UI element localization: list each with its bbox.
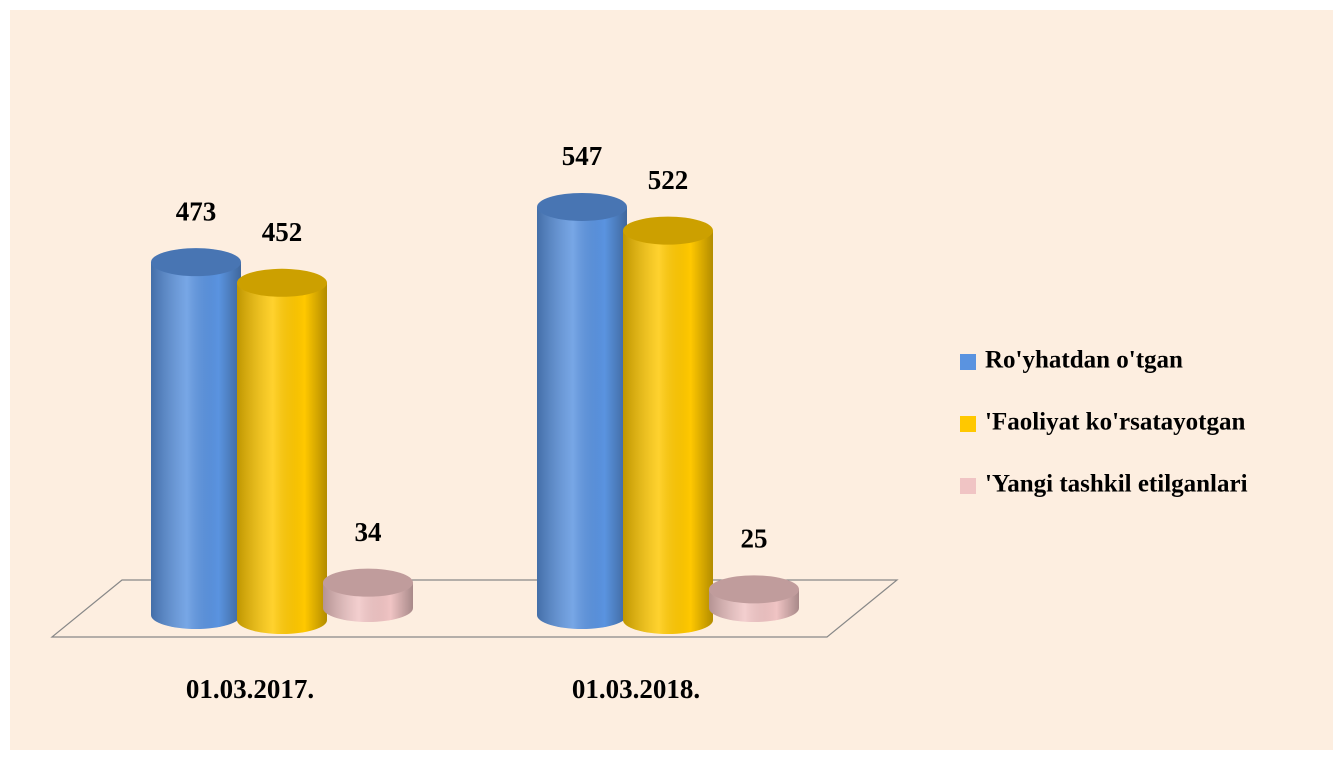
data-label: 34 (355, 517, 382, 547)
cylinder-shade (151, 262, 241, 629)
legend-label: 'Yangi tashkil etilganlari (985, 471, 1248, 498)
cylinder (537, 192, 627, 630)
data-label: 547 (562, 141, 603, 171)
legend-swatch (960, 354, 976, 370)
cylinder (151, 248, 241, 629)
cylinder-top (237, 268, 327, 297)
cylinder-top-shade (237, 268, 327, 297)
cylinder-top-shade (623, 216, 713, 245)
cylinder-top (323, 568, 413, 597)
data-label: 452 (262, 217, 303, 247)
cylinder (623, 216, 713, 634)
data-label: 522 (648, 165, 689, 195)
cylinder-top (623, 216, 713, 245)
legend-label: Ro'yhatdan o'tgan (985, 347, 1183, 374)
cylinder-shade (537, 206, 627, 630)
cylinder-top (537, 192, 627, 221)
cylinder-top (709, 575, 799, 604)
cylinder-shade (237, 282, 327, 634)
cylinder-top-shade (323, 568, 413, 597)
cylinder (709, 575, 799, 622)
data-label: 473 (176, 196, 217, 226)
data-label: 25 (741, 524, 768, 554)
cylinder-top-shade (709, 575, 799, 604)
legend-swatch (960, 478, 976, 494)
cylinder (237, 268, 327, 634)
legend-label: 'Faoliyat ko'rsatayotgan (985, 409, 1246, 436)
cylinder-shade (623, 230, 713, 634)
cylinder-top-shade (151, 248, 241, 277)
x-tick-label: 01.03.2018. (572, 674, 700, 704)
cylinder-top-shade (537, 192, 627, 221)
cylinder (323, 568, 413, 622)
x-tick-label: 01.03.2017. (186, 674, 314, 704)
legend-swatch (960, 416, 976, 432)
cylinder-top (151, 248, 241, 277)
